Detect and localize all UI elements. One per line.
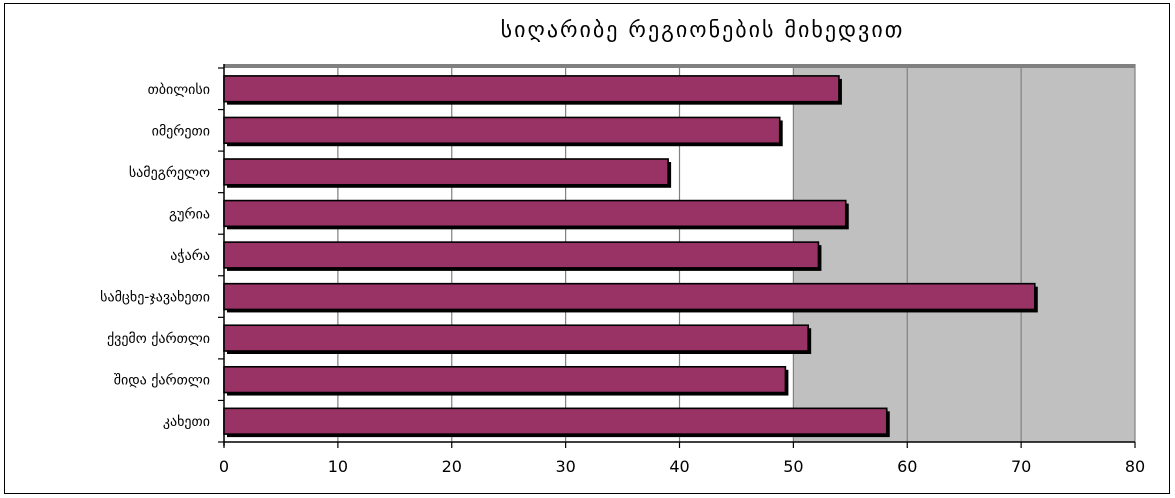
bar-5 xyxy=(223,282,1036,311)
bar-3 xyxy=(223,199,847,228)
x-tick-label-5: 50 xyxy=(783,457,803,476)
category-label-3: გურია xyxy=(169,205,210,222)
x-tick-label-1: 10 xyxy=(328,457,348,476)
x-tick-label-8: 80 xyxy=(1125,457,1145,476)
x-tick-label-6: 60 xyxy=(897,457,917,476)
bar-2 xyxy=(223,158,669,186)
x-tick-label-4: 40 xyxy=(669,457,689,476)
x-tick-label-0: 0 xyxy=(219,457,229,476)
plot-area-grey xyxy=(793,68,1135,442)
bar-6 xyxy=(223,324,809,352)
x-tick-label-7: 70 xyxy=(1011,457,1031,476)
category-label-8: კახეთი xyxy=(163,414,210,430)
bar-4 xyxy=(223,241,820,269)
bar-1 xyxy=(223,116,781,145)
category-label-2: სამეგრელო xyxy=(129,164,210,181)
category-label-7: შიდა ქართლი xyxy=(114,372,210,389)
x-tick-label-2: 20 xyxy=(442,457,462,476)
bar-7 xyxy=(223,365,787,394)
chart-title: სიღარიბე რეგიონების მიხედვით xyxy=(500,18,905,43)
bar-8 xyxy=(223,407,888,435)
category-label-1: იმერეთი xyxy=(152,122,210,139)
bar-0 xyxy=(223,75,840,103)
category-label-4: აჭარა xyxy=(170,247,210,264)
category-label-5: სამცხე-ჯავახეთი xyxy=(100,290,210,306)
category-label-6: ქვემო ქართლი xyxy=(107,330,210,347)
category-label-0: თბილისი xyxy=(148,82,210,98)
x-tick-label-3: 30 xyxy=(555,457,575,476)
